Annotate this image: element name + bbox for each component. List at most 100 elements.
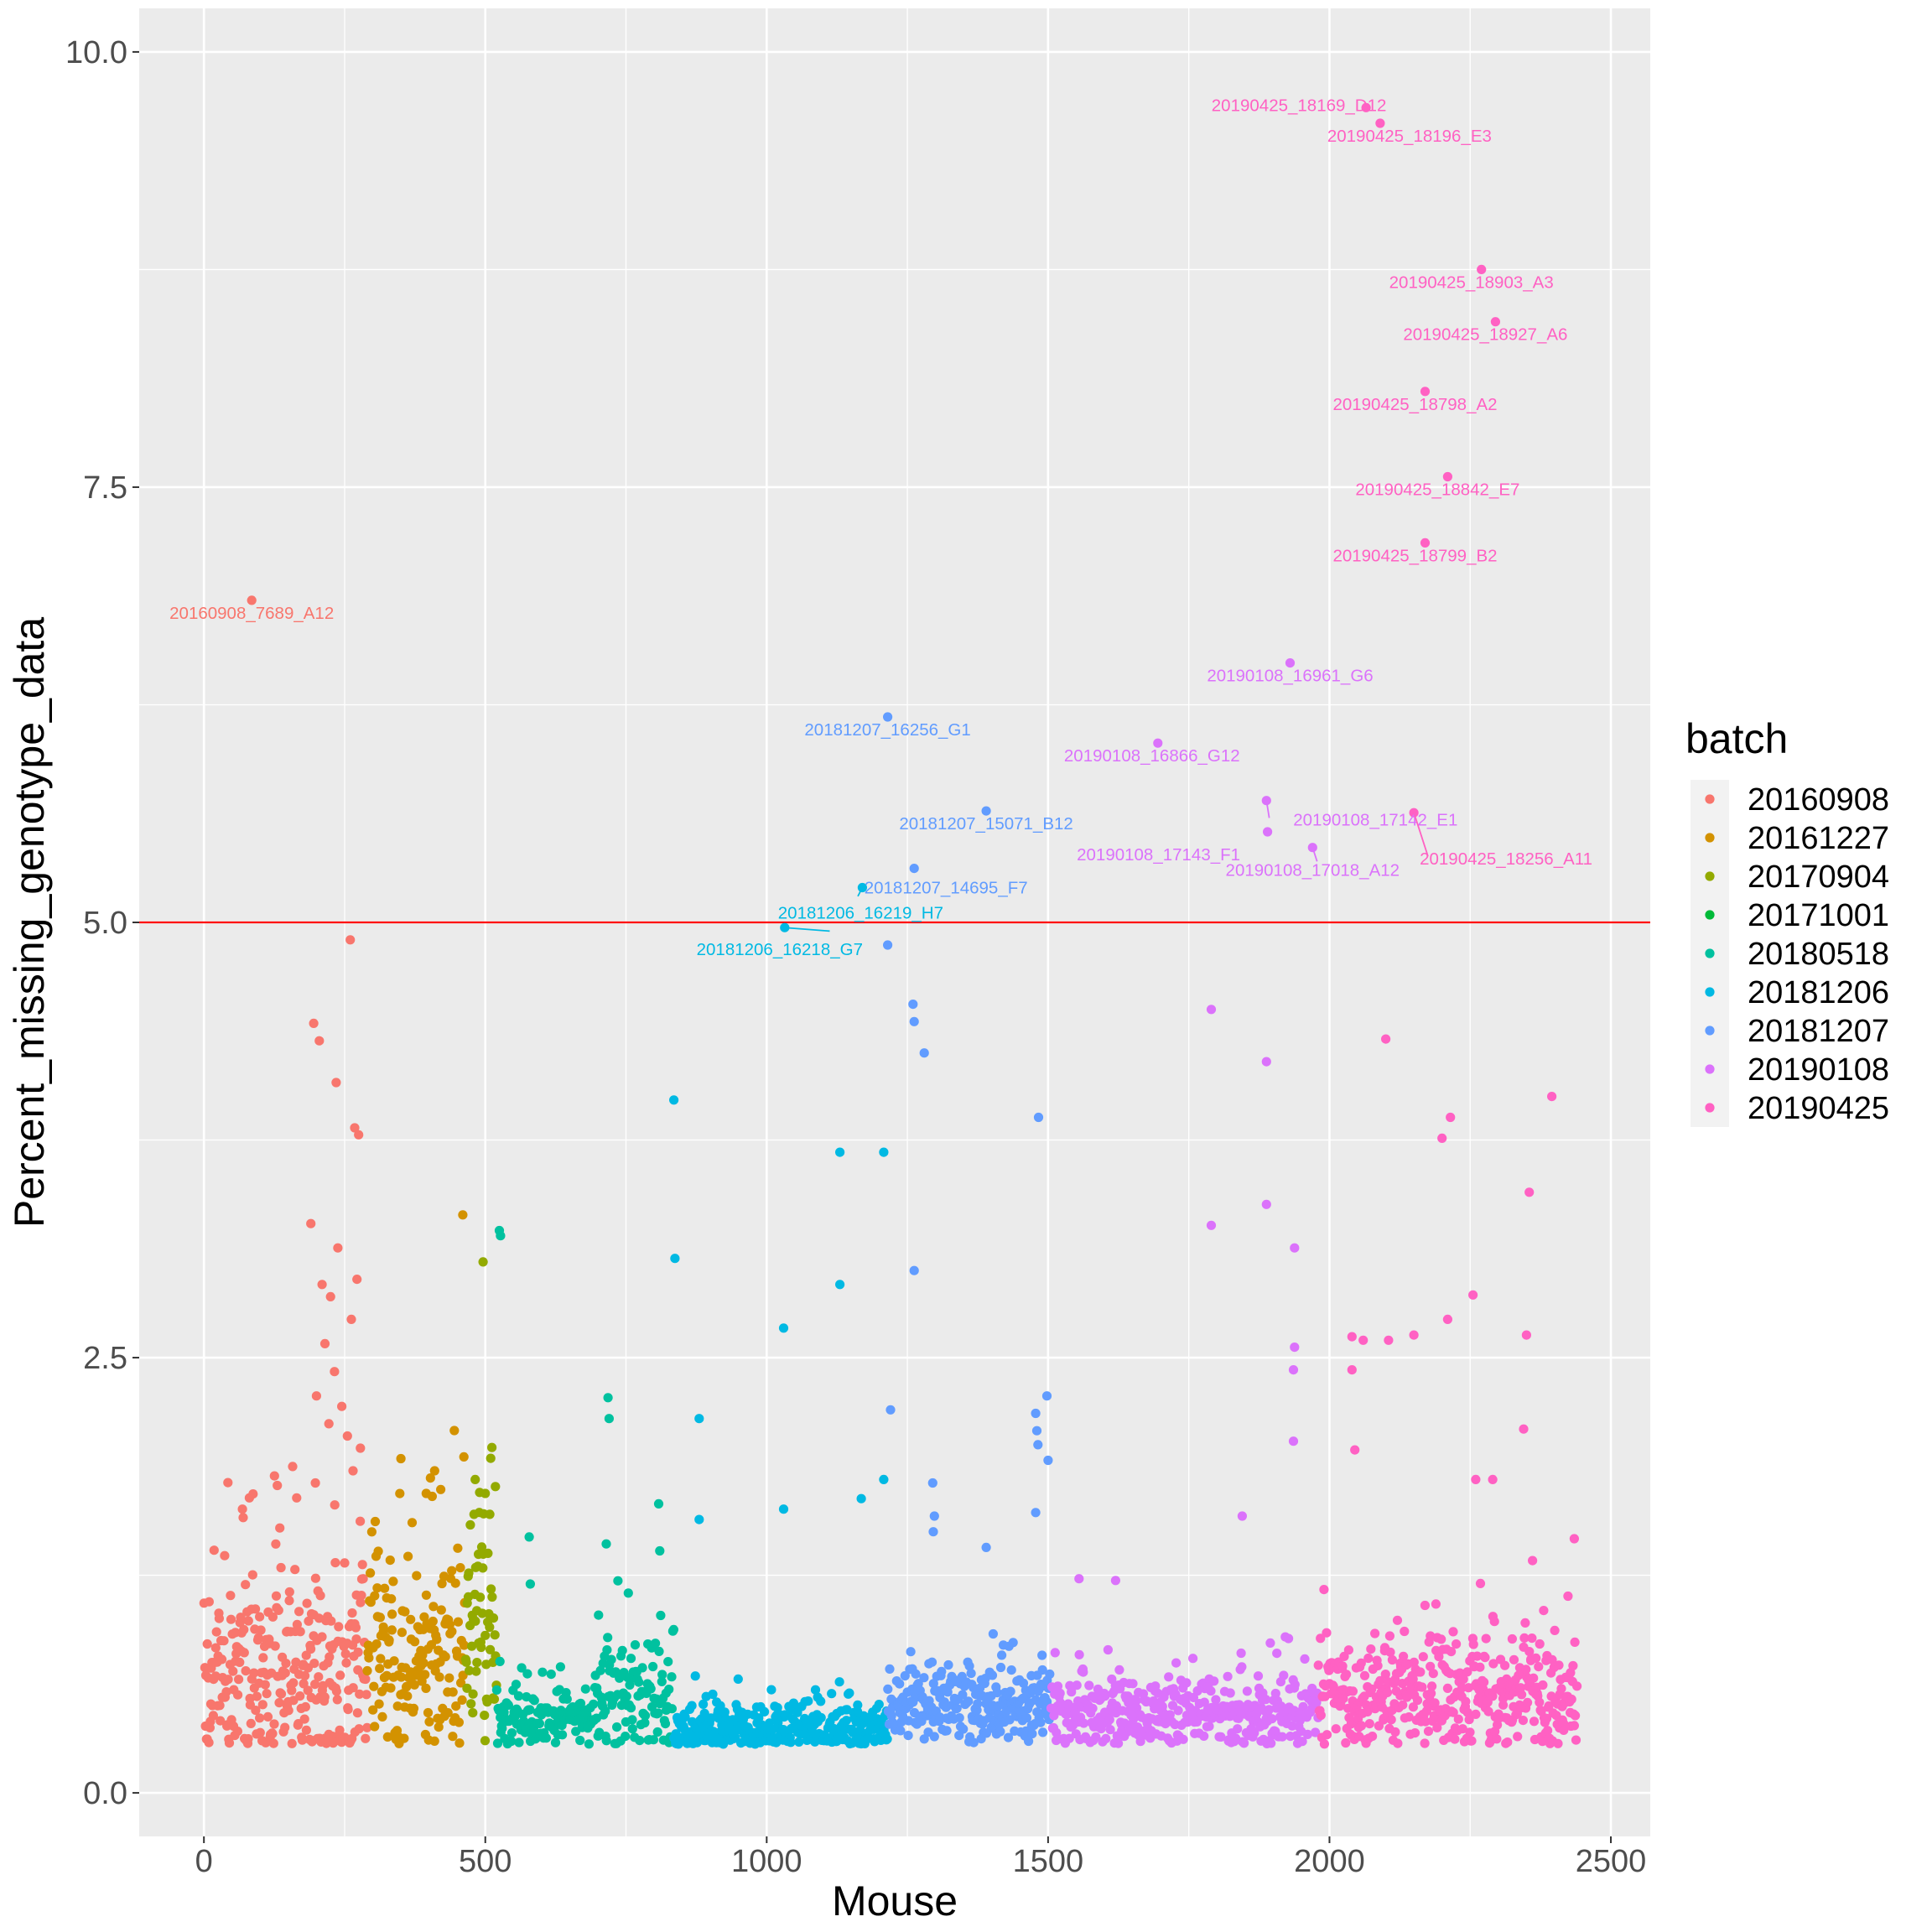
data-point xyxy=(256,1625,266,1635)
data-point xyxy=(1402,1692,1412,1702)
x-tick-label: 2000 xyxy=(1294,1844,1365,1879)
data-point xyxy=(1223,1671,1233,1681)
data-point xyxy=(1467,1736,1477,1746)
data-point xyxy=(1366,1644,1376,1654)
data-point xyxy=(270,1641,280,1651)
data-point xyxy=(397,1628,407,1638)
data-point xyxy=(1267,1714,1277,1724)
data-point xyxy=(331,1078,341,1088)
data-point xyxy=(1547,1092,1557,1102)
data-point xyxy=(911,1669,921,1679)
data-point xyxy=(326,1616,336,1626)
data-point xyxy=(1384,1335,1394,1345)
data-point xyxy=(303,1685,313,1696)
data-point xyxy=(883,1684,893,1694)
data-point xyxy=(623,1588,633,1598)
data-point xyxy=(621,1732,631,1742)
data-point xyxy=(340,1649,351,1659)
labeled-point xyxy=(1477,264,1487,274)
data-point xyxy=(1471,1709,1481,1719)
data-point xyxy=(1033,1112,1044,1123)
data-point xyxy=(1021,1713,1032,1723)
point-label: 20181207_16256_G1 xyxy=(804,720,970,740)
data-point xyxy=(490,1630,500,1640)
data-point xyxy=(1461,1696,1471,1706)
data-point xyxy=(384,1635,394,1645)
data-point xyxy=(522,1669,532,1679)
data-point xyxy=(1417,1682,1427,1692)
data-point xyxy=(1277,1732,1287,1742)
data-point xyxy=(454,1738,465,1748)
data-point xyxy=(1399,1651,1409,1661)
data-point xyxy=(1348,1686,1358,1696)
label-connector xyxy=(1265,800,1270,818)
data-point xyxy=(1527,1633,1537,1644)
data-point xyxy=(361,1674,371,1685)
data-point xyxy=(450,1578,460,1588)
data-point xyxy=(395,1488,405,1498)
data-point xyxy=(928,1679,938,1689)
data-point xyxy=(352,1708,362,1718)
outlier-points xyxy=(247,102,1579,1589)
data-point xyxy=(562,1694,572,1704)
data-point xyxy=(1559,1725,1569,1735)
labeled-point xyxy=(1361,102,1371,112)
data-point xyxy=(262,1711,273,1722)
data-point xyxy=(1331,1724,1341,1734)
y-tick-label: 7.5 xyxy=(83,470,127,506)
data-point xyxy=(239,1648,249,1658)
data-point xyxy=(1432,1722,1442,1732)
data-point xyxy=(1535,1697,1545,1707)
data-point xyxy=(470,1474,480,1484)
data-point xyxy=(219,1636,229,1646)
data-point xyxy=(1005,1715,1015,1725)
data-point xyxy=(346,1314,356,1324)
data-point xyxy=(485,1509,495,1519)
data-point xyxy=(480,1736,491,1746)
data-point xyxy=(834,1677,844,1687)
label-connector xyxy=(857,887,864,897)
data-point xyxy=(345,935,356,945)
data-point xyxy=(612,1722,622,1732)
data-point xyxy=(461,1657,471,1667)
data-point xyxy=(476,1642,486,1653)
data-point xyxy=(1052,1681,1063,1691)
data-point xyxy=(407,1518,418,1528)
data-point xyxy=(489,1694,500,1704)
data-point xyxy=(276,1562,286,1573)
data-point xyxy=(355,1689,365,1699)
data-point xyxy=(1534,1662,1544,1672)
data-point xyxy=(1319,1585,1329,1595)
data-point xyxy=(1479,1677,1489,1687)
data-point xyxy=(409,1680,419,1690)
data-point xyxy=(1367,1684,1377,1694)
data-point xyxy=(389,1656,399,1666)
data-point xyxy=(464,1568,474,1578)
data-point xyxy=(295,1627,305,1637)
data-point xyxy=(249,1668,259,1678)
data-point xyxy=(1290,1680,1300,1690)
data-point xyxy=(1164,1672,1174,1682)
data-point xyxy=(362,1665,372,1676)
data-point xyxy=(1571,1711,1581,1721)
data-point xyxy=(651,1639,661,1649)
data-point xyxy=(606,1654,616,1665)
data-point xyxy=(1341,1737,1351,1748)
data-point xyxy=(475,1592,486,1602)
data-point xyxy=(1003,1732,1014,1742)
data-point xyxy=(1427,1681,1437,1691)
data-point xyxy=(1453,1714,1463,1724)
data-point xyxy=(1264,1705,1274,1715)
data-point xyxy=(594,1610,604,1620)
data-point xyxy=(288,1462,298,1472)
data-point xyxy=(370,1516,381,1527)
data-point xyxy=(1528,1555,1538,1566)
data-point xyxy=(627,1724,637,1734)
data-point xyxy=(337,1401,347,1411)
data-point xyxy=(1216,1732,1226,1742)
data-point xyxy=(210,1643,221,1653)
data-point xyxy=(919,1673,929,1683)
data-point xyxy=(841,1716,852,1726)
data-point xyxy=(361,1733,371,1743)
data-point xyxy=(1239,1738,1249,1748)
